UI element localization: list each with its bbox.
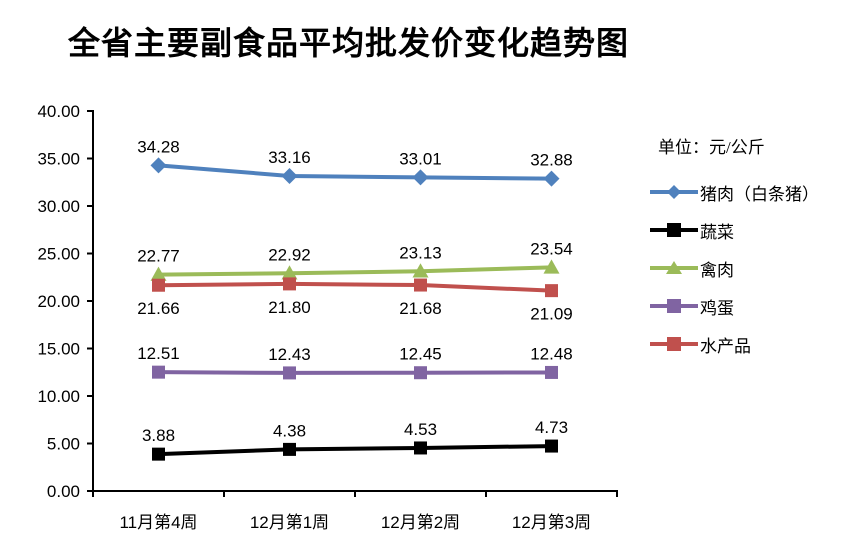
x-axis-category-label: 11月第4周 (119, 513, 197, 532)
y-axis-tick-label: 15.00 (37, 340, 80, 359)
data-point-label: 23.13 (399, 243, 442, 262)
legend-label-aquatic-products: 水产品 (700, 336, 751, 356)
data-point-marker (281, 265, 298, 280)
data-point-label: 34.28 (137, 137, 180, 156)
y-axis-tick-label: 35.00 (37, 150, 80, 169)
aquatic-products-line-marker-icon (650, 337, 698, 351)
series-line-0 (158, 163, 552, 181)
data-point-marker (150, 157, 167, 174)
data-point-label: 4.53 (404, 420, 437, 439)
data-point-marker (545, 439, 558, 453)
y-axis-tick-label: 20.00 (37, 292, 80, 311)
data-point-marker (283, 366, 296, 380)
series-line-3 (158, 370, 552, 375)
data-point-marker (412, 169, 429, 186)
legend-label-pork: 猪肉（白条猪） (700, 184, 819, 204)
chart-title: 全省主要副食品平均批发价变化趋势图 (68, 25, 630, 61)
legend-entry-pork: 猪肉（白条猪） (650, 173, 855, 211)
data-point-marker (152, 365, 165, 379)
data-point-label: 21.09 (530, 305, 573, 324)
data-point-marker (545, 284, 558, 298)
legend-unit-label: 单位：元/公斤 (658, 138, 765, 157)
data-point-marker (414, 278, 427, 292)
legend-entry-poultry: 禽肉 (650, 249, 855, 287)
chart-legend: 单位：元/公斤 猪肉（白条猪） 蔬菜 禽肉 鸡蛋 水产品 (650, 137, 855, 363)
data-point-label: 22.92 (268, 245, 311, 264)
data-point-marker (545, 365, 558, 379)
poultry-line-marker-icon (650, 261, 698, 274)
data-point-label: 12.48 (530, 344, 573, 363)
legend-entry-vegetables: 蔬菜 (650, 211, 855, 249)
data-point-label: 21.66 (137, 299, 180, 318)
data-point-marker (414, 366, 427, 380)
y-axis-tick-label: 0.00 (47, 482, 80, 501)
data-point-label: 22.77 (137, 247, 180, 266)
series-line-1 (158, 444, 552, 457)
series-line-4 (158, 281, 552, 293)
y-axis-tick-label: 40.00 (37, 102, 80, 121)
data-point-label: 4.38 (273, 421, 306, 440)
data-point-label: 12.45 (399, 345, 442, 364)
y-axis-tick-label: 5.00 (47, 435, 80, 454)
x-axis-category-label: 12月第2周 (381, 513, 460, 532)
data-point-marker (543, 259, 560, 274)
y-axis-tick-label: 25.00 (37, 245, 80, 264)
pork-line-marker-icon (650, 185, 698, 199)
data-point-label: 12.51 (137, 344, 180, 363)
x-axis-category-label: 12月第3周 (512, 513, 591, 532)
legend-label-vegetables: 蔬菜 (700, 222, 734, 242)
data-point-label: 32.88 (530, 151, 573, 170)
data-point-label: 4.73 (535, 418, 568, 437)
data-point-marker (414, 441, 427, 455)
data-point-marker (543, 170, 560, 187)
y-axis-tick-label: 10.00 (37, 387, 80, 406)
data-point-marker (412, 263, 429, 278)
legend-label-poultry: 禽肉 (700, 260, 734, 280)
legend-label-eggs: 鸡蛋 (700, 298, 734, 318)
data-point-marker (281, 167, 298, 184)
data-point-marker (283, 277, 296, 291)
data-point-marker (152, 447, 165, 461)
data-point-label: 12.43 (268, 345, 311, 364)
data-point-label: 3.88 (142, 426, 175, 445)
data-point-label: 21.80 (268, 298, 311, 317)
x-axis-category-label: 12月第1周 (250, 513, 329, 532)
data-point-label: 23.54 (530, 239, 573, 258)
data-point-marker (283, 442, 296, 456)
y-axis-tick-label: 30.00 (37, 197, 80, 216)
data-point-label: 21.68 (399, 299, 442, 318)
vegetables-line-marker-icon (650, 223, 698, 237)
data-point-marker (150, 266, 167, 281)
data-point-marker (152, 278, 165, 292)
legend-entry-aquatic-products: 水产品 (650, 325, 855, 363)
legend-entry-eggs: 鸡蛋 (650, 287, 855, 325)
data-point-label: 33.16 (268, 148, 311, 167)
series-line-2 (158, 265, 552, 277)
data-point-label: 33.01 (399, 149, 442, 168)
eggs-line-marker-icon (650, 299, 698, 313)
